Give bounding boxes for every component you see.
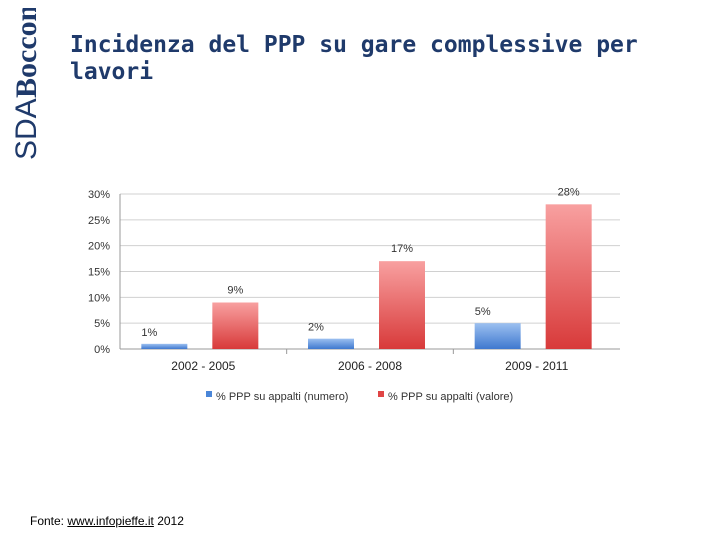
x-tick-label: 2006 - 2008: [338, 359, 402, 373]
y-tick-label: 10%: [88, 292, 110, 304]
source-link[interactable]: www.infopieffe.it: [67, 514, 154, 528]
bar-valore: [212, 302, 259, 349]
source-suffix: 2012: [153, 514, 184, 528]
y-tick-label: 15%: [88, 267, 110, 279]
y-tick-label: 5%: [94, 318, 110, 330]
x-tick-label: 2002 - 2005: [171, 359, 235, 373]
data-label: 5%: [475, 306, 491, 318]
legend-swatch: [206, 391, 212, 397]
bar-numero: [308, 338, 354, 349]
y-tick-label: 0%: [94, 344, 110, 356]
data-label: 2%: [308, 322, 324, 334]
data-label: 17%: [391, 243, 413, 255]
source-prefix: Fonte:: [30, 514, 68, 528]
legend-label: % PPP su appalti (valore): [388, 391, 513, 403]
bar-valore: [379, 261, 425, 349]
x-tick-label: 2009 - 2011: [505, 359, 568, 373]
source-note: Fonte: www.infopieffe.it 2012: [30, 514, 184, 528]
bar-numero: [474, 323, 521, 349]
y-tick-label: 30%: [88, 189, 110, 201]
data-label: 9%: [227, 285, 243, 297]
page-title: Incidenza del PPP su gare complessive pe…: [70, 32, 638, 85]
logo-text-bocconi: Bocconi: [14, 8, 43, 98]
sda-bocconi-logo: SDA Bocconi: [14, 8, 43, 160]
data-label: 28%: [558, 186, 580, 198]
y-tick-label: 25%: [88, 215, 110, 227]
legend-swatch: [378, 391, 384, 397]
legend-label: % PPP su appalti (numero): [216, 391, 348, 403]
logo-text-sda: SDA: [14, 98, 43, 160]
data-label: 1%: [141, 327, 157, 339]
bar-numero: [141, 343, 188, 349]
bar-valore: [545, 204, 592, 349]
y-tick-label: 20%: [88, 241, 110, 253]
